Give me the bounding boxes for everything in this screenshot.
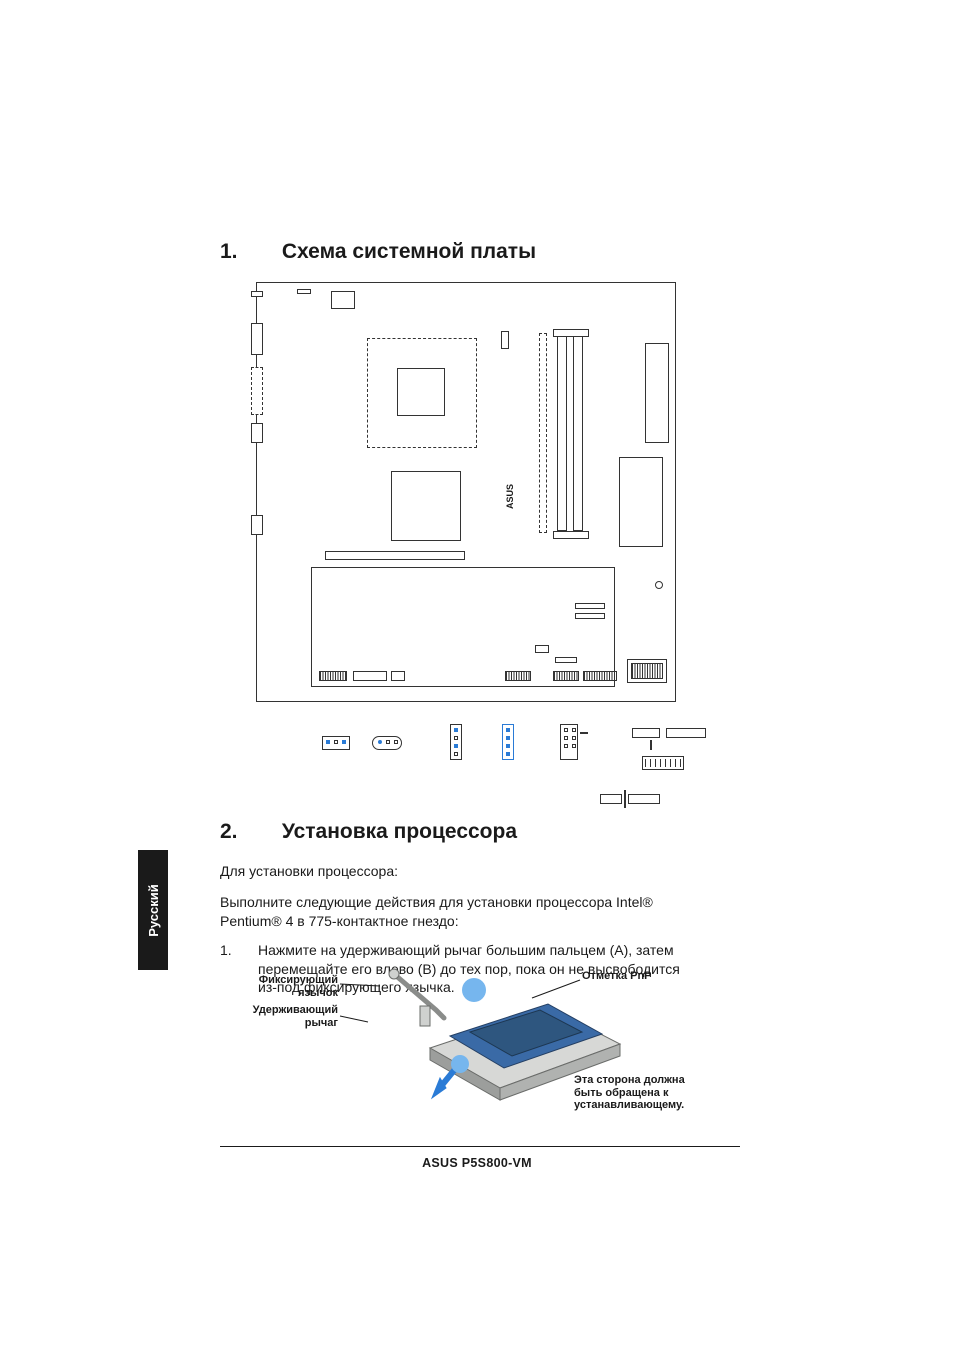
pin-icon [506,728,510,732]
h2-num: 2. [220,820,276,844]
header [583,671,617,681]
pin-icon [454,736,458,740]
intro-text: Для установки процессора: [220,862,700,881]
pin-icon [564,728,568,732]
label-lock-tab: Фиксирующий язычок [246,974,338,999]
pin-header-legend [292,714,712,772]
footer-rule [220,1146,740,1147]
label-lever: Удерживающий рычаг [246,1004,338,1029]
small-ic [331,291,355,309]
label-orient: Эта сторона должна быть обращена к устан… [574,1074,704,1112]
box [666,728,706,738]
io-port [251,291,263,297]
pin-icon [564,744,568,748]
clip [553,531,589,539]
section-2-heading: 2. Установка процессора [220,820,700,844]
language-label: Русский [146,884,161,937]
socket-figure: Фиксирующий язычок Удерживающий рычаг От… [250,968,700,1128]
pin-icon [506,736,510,740]
northbridge [391,471,461,541]
io-port [251,515,263,535]
south-area [311,567,615,687]
pin-icon [572,728,576,732]
io-port [251,423,263,443]
header [391,671,405,681]
pin-icon [572,744,576,748]
pin-icon [342,740,346,744]
pin-icon [326,740,330,744]
dimm-slot [573,335,583,531]
cpu-die [397,368,445,416]
pin-icon [454,728,458,732]
small-ic [297,289,311,294]
header [505,671,531,681]
io-port [251,323,263,355]
line [650,740,652,750]
motherboard-diagram: ASUS [256,282,676,772]
pin-icon [454,744,458,748]
h1-num: 1. [220,240,276,264]
ide-frame [619,457,663,547]
ladder-icon [645,759,681,767]
header [319,671,347,681]
pin-icon [386,740,390,744]
io-port [251,367,263,415]
dimm-slot [557,335,567,531]
sata [575,613,605,619]
pin-icon [394,740,398,744]
pin-icon [334,740,338,744]
front-panel-pins [631,663,663,679]
pin-icon [572,736,576,740]
atx-power-frame [645,343,669,443]
language-tab: Русский [138,850,168,970]
pin-icon [506,744,510,748]
dimm-guide [539,333,547,533]
clip [553,329,589,337]
jumper [535,645,549,653]
mount-hole [655,581,663,589]
board-outline: ASUS [256,282,676,702]
pin-icon [378,740,382,744]
pin-icon [506,752,510,756]
instruction-text: Выполните следующие действия для установ… [220,893,700,931]
pin-icon [564,736,568,740]
header [353,671,387,681]
board-brand-text: ASUS [505,484,515,509]
header [553,671,579,681]
box [632,728,660,738]
line [580,732,588,734]
section-1-heading: 1. Схема системной платы [220,240,700,264]
agp-slot [325,551,465,560]
footer-text: ASUS P5S800-VM [0,1156,954,1170]
label-pnp: Отметка PnP [582,970,692,983]
pin-icon [454,752,458,756]
h1-text: Схема системной платы [282,240,536,263]
sata [575,603,605,609]
jumper [555,657,577,663]
jumper [501,331,509,349]
h2-text: Установка процессора [282,820,517,843]
